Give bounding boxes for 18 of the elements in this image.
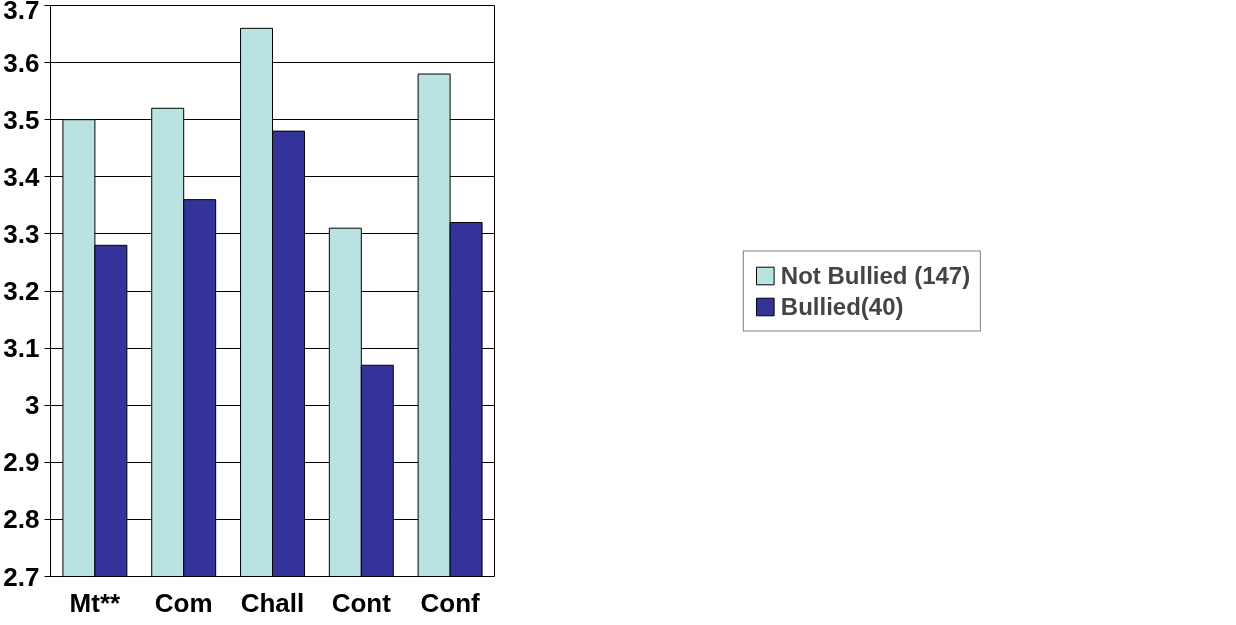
x-tick-label: Conf [420, 587, 481, 618]
y-tick-label: 3.4 [3, 161, 41, 192]
y-tick-label: 3.3 [3, 218, 40, 249]
y-tick-label: 3.1 [3, 333, 40, 364]
y-tick-label: 3.6 [3, 47, 40, 78]
y-tick-label: 2.9 [3, 447, 40, 478]
y-tick-label: 2.8 [3, 504, 40, 535]
y-tick-label: 3.7 [3, 0, 40, 25]
y-tick-label: 3.5 [3, 104, 40, 135]
y-tick-label: 3.2 [3, 276, 40, 306]
legend-label: Bullied(40) [780, 292, 904, 320]
x-tick-label: Chall [240, 587, 305, 618]
y-tick-label: 3 [25, 390, 40, 421]
y-tick-label: 2.7 [3, 561, 40, 592]
x-tick-label: Cont [331, 587, 392, 618]
x-tick-label: Com [154, 587, 213, 618]
legend-label: Not Bullied (147) [780, 261, 971, 289]
x-tick-label: Mt** [69, 587, 122, 618]
